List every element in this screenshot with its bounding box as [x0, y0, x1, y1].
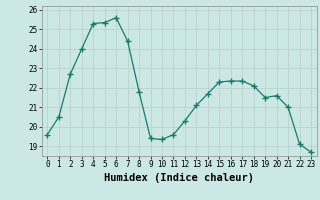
X-axis label: Humidex (Indice chaleur): Humidex (Indice chaleur) [104, 173, 254, 183]
